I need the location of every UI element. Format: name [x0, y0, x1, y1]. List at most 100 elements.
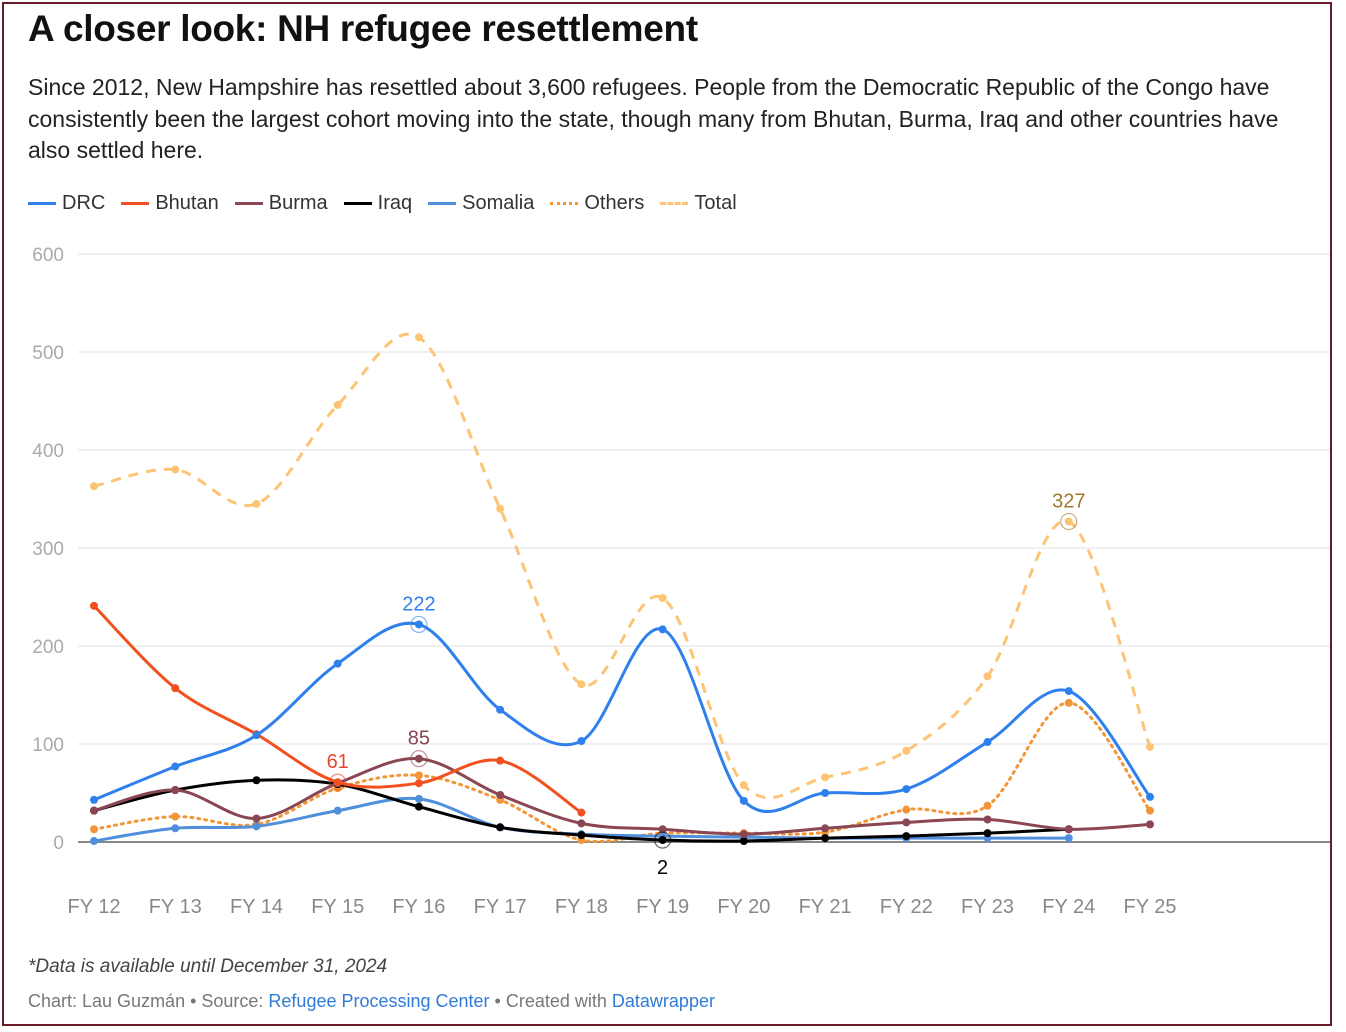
x-tick-label: FY 25: [1124, 896, 1177, 918]
data-point-somalia: [1064, 834, 1073, 843]
legend-label: Burma: [268, 192, 328, 214]
legend-swatch: [121, 202, 150, 205]
data-point-bhutan: [333, 778, 342, 787]
data-point-iraq: [252, 776, 261, 785]
series-line-burma: [93, 757, 1151, 836]
data-point-bhutan: [171, 684, 180, 693]
data-point-others: [902, 805, 911, 814]
x-tick-label: FY 12: [68, 896, 121, 918]
data-point-burma: [902, 818, 911, 827]
y-tick-label: 400: [32, 441, 64, 462]
x-tick-label: FY 23: [961, 896, 1014, 918]
data-point-drc: [171, 762, 180, 771]
legend-swatch: [660, 202, 689, 205]
legend-label: Somalia: [462, 192, 535, 214]
legend-item-somalia: Somalia: [428, 192, 534, 215]
annotation-label: 61: [327, 751, 349, 773]
data-point-drc: [739, 796, 748, 805]
data-point-bhutan: [496, 756, 505, 765]
legend-label: Total: [694, 192, 737, 214]
datawrapper-link[interactable]: Datawrapper: [611, 991, 715, 1011]
data-point-bhutan: [414, 779, 423, 788]
legend: DRC Bhutan Burma Iraq Somalia Others Total: [28, 192, 753, 215]
data-point-others: [983, 801, 992, 810]
data-point-bhutan: [90, 601, 98, 610]
data-point-total: [821, 773, 830, 782]
highlight-ring: [410, 750, 428, 768]
legend-item-drc: DRC: [28, 192, 105, 215]
x-tick-label: FY 17: [474, 896, 527, 918]
data-point-iraq: [414, 802, 423, 811]
series-line-drc: [93, 621, 1152, 814]
data-point-drc: [658, 625, 667, 634]
data-point-others: [90, 825, 98, 834]
data-point-total: [333, 400, 342, 409]
data-point-others: [171, 812, 180, 821]
data-point-iraq: [739, 837, 748, 846]
data-point-iraq: [983, 829, 992, 838]
data-point-iraq: [658, 836, 667, 845]
y-tick-label: 200: [32, 637, 64, 658]
y-tick-label: 300: [32, 539, 64, 560]
data-point-others: [414, 771, 423, 780]
data-point-somalia: [414, 794, 423, 803]
data-point-total: [658, 593, 667, 602]
source-link[interactable]: Refugee Processing Center: [268, 991, 490, 1011]
x-tick-label: FY 14: [230, 896, 283, 918]
data-point-drc: [983, 738, 992, 747]
x-tick-label: FY 15: [311, 896, 364, 918]
legend-swatch: [234, 202, 263, 205]
data-point-burma: [577, 819, 586, 828]
data-point-drc: [1064, 687, 1073, 696]
data-point-iraq: [577, 831, 586, 840]
annotation-label: 222: [402, 593, 435, 615]
data-point-burma: [496, 790, 505, 799]
data-point-drc: [496, 705, 505, 714]
data-point-burma: [252, 814, 261, 823]
data-point-somalia: [90, 837, 98, 846]
x-tick-label: FY 16: [392, 896, 445, 918]
data-point-total: [902, 746, 911, 755]
data-point-total: [1146, 742, 1154, 751]
data-point-burma: [658, 825, 667, 834]
data-point-iraq: [496, 823, 505, 832]
data-point-burma: [1064, 825, 1073, 834]
legend-swatch: [28, 202, 56, 205]
data-point-burma: [1146, 820, 1154, 829]
y-tick-label: 600: [32, 245, 64, 266]
annotation-label: 85: [408, 728, 430, 750]
legend-label: DRC: [62, 192, 106, 214]
legend-swatch: [428, 202, 457, 205]
chart-description: Since 2012, New Hampshire has resettled …: [28, 74, 1279, 163]
data-point-total: [252, 499, 261, 508]
data-point-total: [1064, 517, 1073, 526]
x-tick-label: FY 18: [555, 896, 608, 918]
x-tick-label: FY 20: [717, 896, 770, 918]
data-point-drc: [1146, 792, 1154, 801]
legend-label: Others: [584, 192, 645, 214]
annotation-label: 327: [1052, 491, 1085, 513]
data-point-drc: [333, 659, 342, 668]
highlight-ring: [410, 615, 428, 634]
data-point-drc: [414, 620, 423, 629]
data-point-somalia: [333, 806, 342, 815]
chart-title: A closer look: NH refugee resettlement: [28, 8, 698, 49]
credit-separator: • Source:: [185, 991, 269, 1011]
x-tick-label: FY 22: [880, 896, 933, 918]
credit-separator: • Created with: [489, 991, 612, 1011]
data-point-others: [1146, 806, 1154, 815]
series-line-others: [92, 701, 1152, 844]
data-point-burma: [171, 786, 180, 795]
legend-label: Iraq: [377, 192, 413, 214]
highlight-ring: [1060, 512, 1078, 531]
data-point-drc: [252, 731, 261, 740]
data-point-iraq: [902, 832, 911, 841]
chart-author: Chart: Lau Guzmán: [28, 991, 186, 1011]
legend-item-total: Total: [660, 192, 737, 215]
data-point-total: [577, 680, 586, 689]
data-point-total: [496, 504, 505, 513]
data-point-burma: [90, 806, 98, 815]
data-note: *Data is available until December 31, 20…: [28, 956, 388, 977]
highlight-ring: [654, 831, 672, 849]
